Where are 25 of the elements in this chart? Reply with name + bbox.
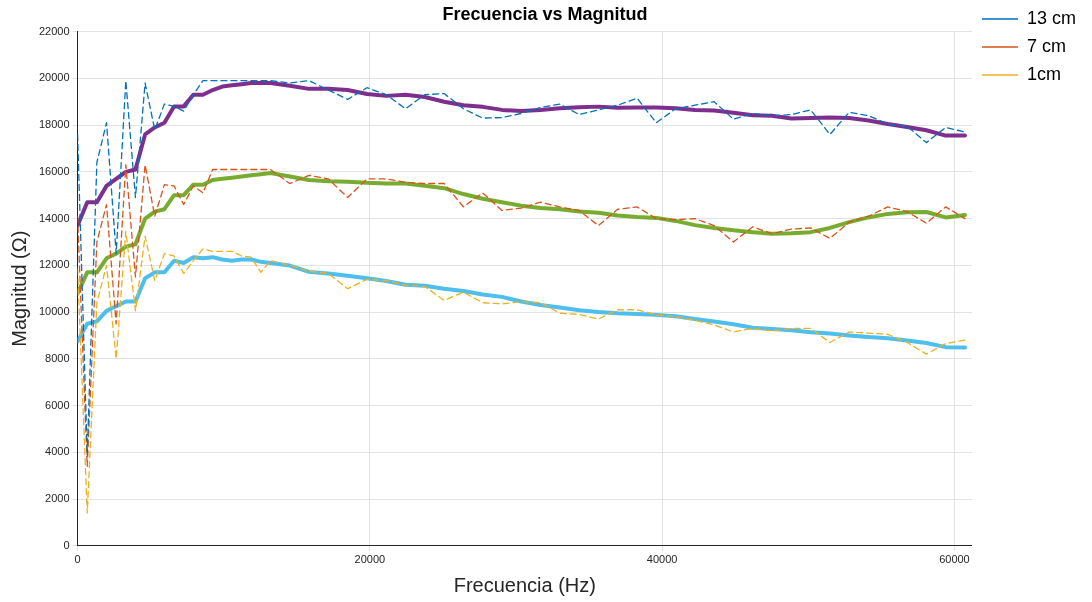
y-tick-label: 10000: [38, 305, 70, 318]
chart-title: Frecuencia vs Magnitud: [442, 3, 648, 24]
y-axis-title: Magnitud (Ω): [7, 230, 30, 347]
line-series: [77, 230, 966, 514]
y-tick-label: 20000: [38, 71, 70, 84]
line-series: [77, 164, 966, 467]
x-tick-label: 40000: [646, 553, 678, 566]
y-tick-label: 18000: [38, 118, 70, 131]
x-tick-label: 60000: [939, 553, 970, 566]
legend-label: 1cm: [1026, 63, 1061, 84]
y-tick-label: 2000: [45, 492, 70, 505]
x-tick-label: 20000: [354, 553, 386, 566]
x-axis-title: Frecuencia (Hz): [453, 573, 596, 596]
legend-label: 7 cm: [1026, 35, 1066, 56]
y-tick-label: 0: [63, 538, 70, 551]
y-tick-label: 4000: [45, 445, 70, 458]
y-tick-label: 8000: [45, 351, 70, 364]
y-tick-label: 16000: [38, 164, 70, 177]
legend-label: 13 cm: [1026, 7, 1077, 28]
y-tick-label: 6000: [45, 398, 70, 411]
line-series: [77, 80, 966, 456]
y-tick-label: 12000: [38, 258, 70, 271]
x-tick-label: 0: [74, 553, 81, 566]
y-tick-label: 14000: [38, 211, 70, 224]
y-tick-label: 22000: [38, 24, 70, 37]
